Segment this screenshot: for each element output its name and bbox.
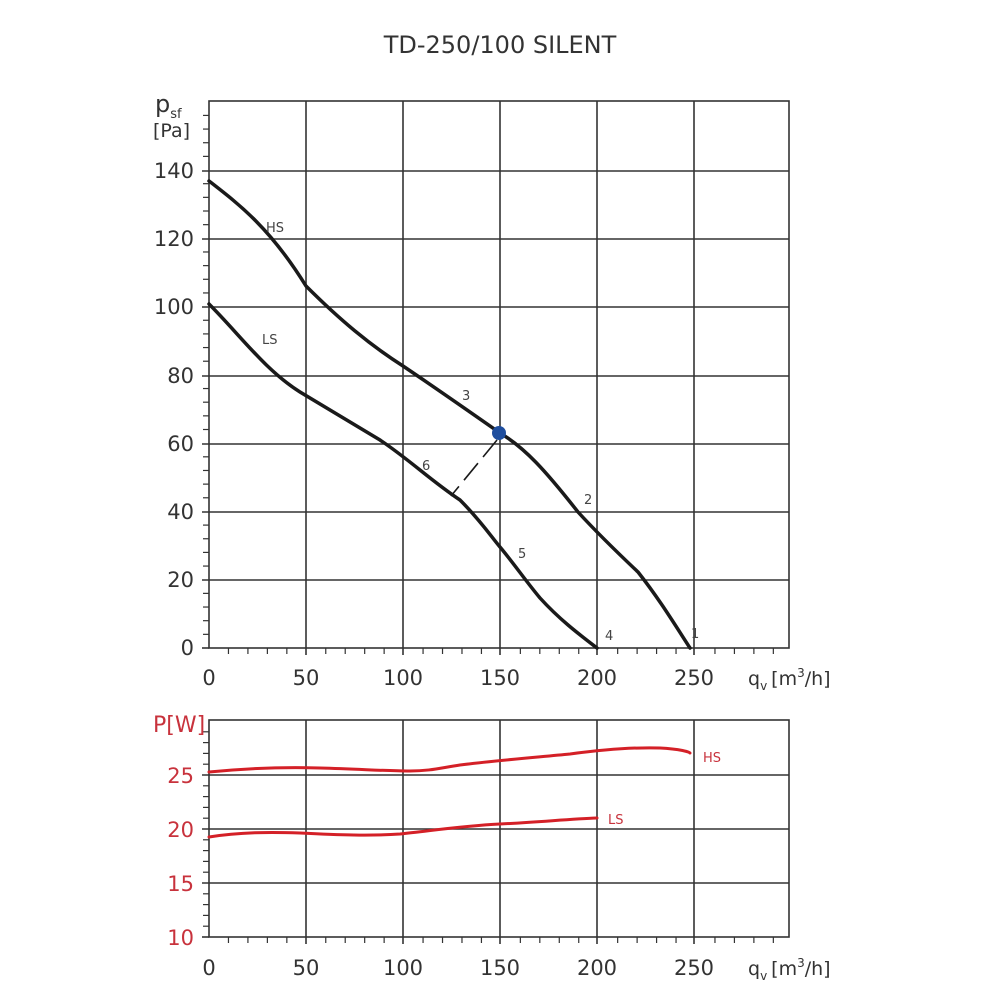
y-tick-120: 120 [154, 227, 194, 251]
y-tick-20: 20 [167, 568, 194, 592]
y-tick-60: 60 [167, 432, 194, 456]
ls-power-curve [207, 816, 599, 839]
x-tick-150: 150 [480, 666, 520, 690]
lower-x-minor-ticks [227, 937, 774, 943]
y-tick-100: 100 [154, 295, 194, 319]
operating-point-marker [492, 426, 506, 440]
label-point-6: 6 [422, 459, 430, 474]
y-tick-80: 80 [167, 364, 194, 388]
label-point-1: 1 [691, 627, 699, 642]
upper-x-minor-ticks [227, 648, 774, 654]
lower-grid [202, 719, 790, 944]
label-hs: HS [266, 221, 284, 236]
x-axis-label: qv [m3/h] [748, 666, 831, 693]
label-point-4: 4 [605, 629, 613, 644]
power-y-tick-15: 15 [167, 872, 194, 896]
label-point-2: 2 [584, 493, 592, 508]
label-point-3: 3 [462, 389, 470, 404]
ls-pressure-curve [207, 302, 599, 650]
power-x-tick-200: 200 [577, 956, 617, 980]
upper-chart: 0 20 40 60 80 100 120 140 psf [Pa] 0 50 … [153, 90, 831, 693]
power-y-axis-label: P[W] [153, 713, 205, 738]
power-x-tick-0: 0 [202, 956, 215, 980]
power-x-axis-label: qv [m3/h] [748, 956, 831, 983]
lower-y-minor-ticks [203, 731, 209, 927]
label-ls: LS [262, 333, 278, 348]
hs-pressure-curve [207, 179, 692, 650]
power-x-tick-100: 100 [383, 956, 423, 980]
label-point-5: 5 [518, 547, 526, 562]
x-tick-100: 100 [383, 666, 423, 690]
power-y-tick-25: 25 [167, 764, 194, 788]
power-y-tick-10: 10 [167, 926, 194, 950]
power-y-tick-20: 20 [167, 818, 194, 842]
y-tick-40: 40 [167, 500, 194, 524]
x-tick-50: 50 [293, 666, 320, 690]
upper-grid [202, 100, 790, 655]
x-tick-250: 250 [674, 666, 714, 690]
power-label-hs: HS [703, 751, 721, 766]
y-axis-unit: [Pa] [153, 120, 190, 142]
hs-power-curve [207, 746, 692, 774]
power-x-tick-50: 50 [293, 956, 320, 980]
lower-chart: 10 15 20 25 P[W] 0 50 100 150 200 250 qv… [153, 713, 831, 983]
upper-y-minor-ticks [203, 114, 209, 635]
x-tick-200: 200 [577, 666, 617, 690]
power-x-tick-150: 150 [480, 956, 520, 980]
connector-dashed-line [450, 439, 498, 497]
power-x-tick-250: 250 [674, 956, 714, 980]
chart-title: TD-250/100 SILENT [383, 31, 617, 59]
x-tick-0: 0 [202, 666, 215, 690]
y-axis-label: psf [155, 90, 182, 122]
y-tick-0: 0 [181, 636, 194, 660]
y-tick-140: 140 [154, 159, 194, 183]
power-label-ls: LS [608, 813, 624, 828]
